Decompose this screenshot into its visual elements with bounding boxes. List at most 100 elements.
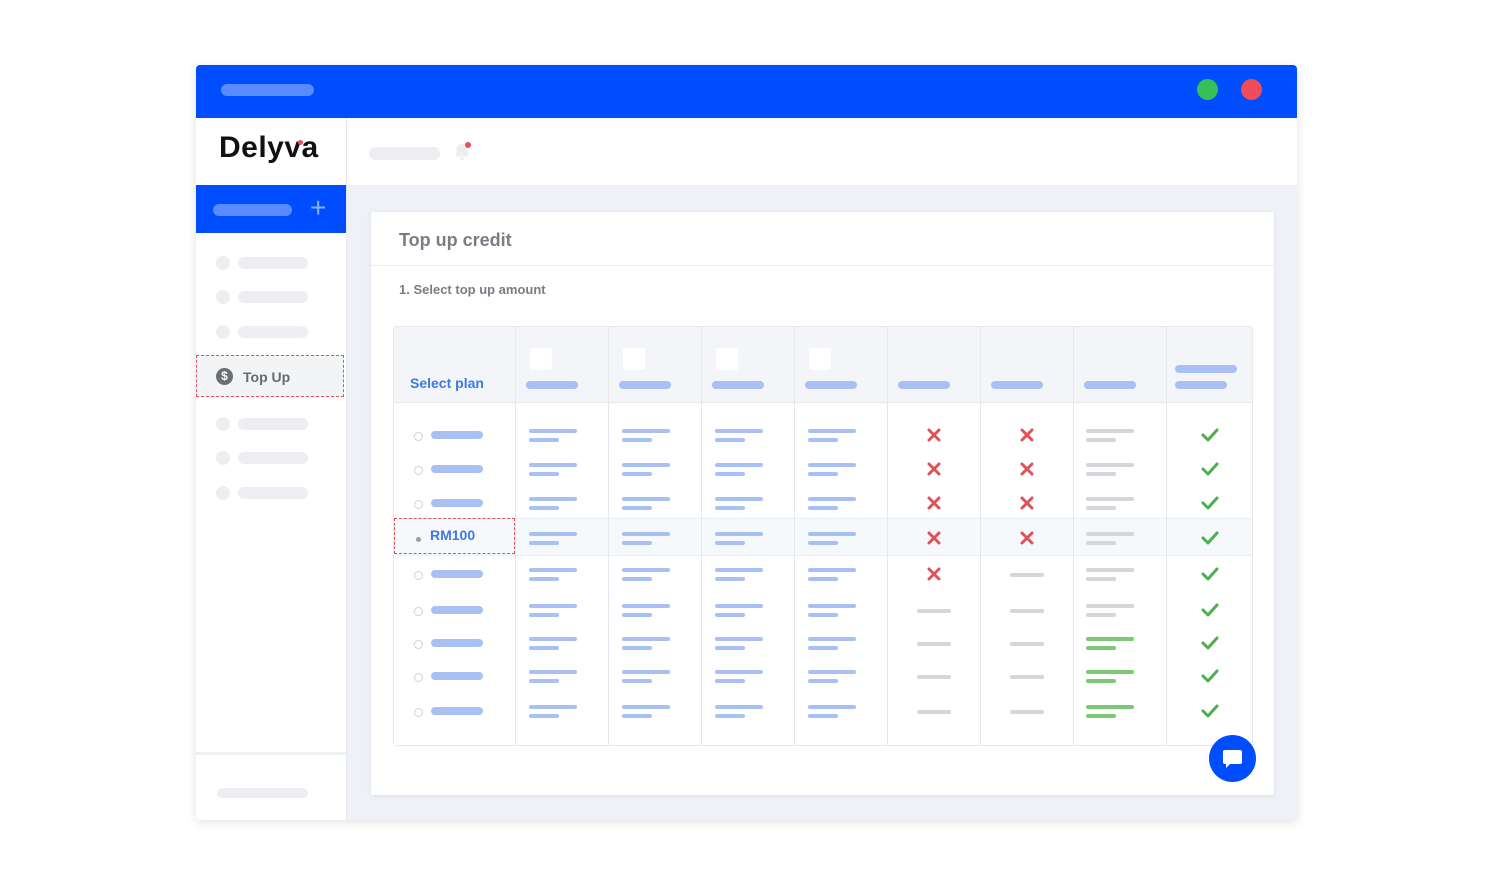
plan-radio [414,640,423,649]
plan-radio [414,673,423,682]
column-divider [980,327,981,745]
header-icon-placeholder [530,348,552,370]
cell-value-placeholder [1086,604,1134,608]
cell-value-placeholder [715,568,763,572]
cross-icon [927,567,940,581]
checkmark-icon [1201,462,1219,476]
column-divider [887,327,888,745]
cell-value-placeholder [529,679,559,683]
window-close-button[interactable] [1241,79,1262,100]
cell-value-placeholder [622,637,670,641]
dash-placeholder [916,642,951,646]
cell-value-placeholder [715,463,763,467]
cell-value-placeholder [715,604,763,608]
bell-icon[interactable] [451,141,473,163]
plus-icon: + [310,192,327,223]
header-label-placeholder [805,381,857,389]
cell-value-placeholder [1086,670,1134,674]
cross-icon [927,531,940,545]
cell-value-placeholder [1086,506,1116,510]
header-label-placeholder [991,381,1043,389]
cell-value-placeholder [715,497,763,501]
cell-value-placeholder [622,679,652,683]
cell-value-placeholder [622,541,652,545]
cell-value-placeholder [622,497,670,501]
plan-label-placeholder [431,606,483,614]
plan-label-placeholder [431,465,483,473]
cell-value-placeholder [715,577,745,581]
selected-plan-label[interactable]: RM100 [430,527,476,543]
cell-value-placeholder [622,714,652,718]
brand-logo[interactable]: Delyva [219,131,319,165]
cell-value-placeholder [808,568,856,572]
cell-value-placeholder [808,637,856,641]
nav-icon-placeholder [216,417,230,431]
sidebar-primary-button[interactable]: + [196,185,346,233]
cell-value-placeholder [622,705,670,709]
checkmark-icon [1201,603,1219,617]
dash-placeholder [1009,710,1044,714]
header-icon-placeholder [809,348,831,370]
app-window: Delyva + $ Top Up Top up credit [196,65,1297,820]
column-divider [608,327,609,745]
cell-value-placeholder [1086,532,1134,536]
cell-value-placeholder [622,670,670,674]
cell-value-placeholder [1086,568,1134,572]
dash-placeholder [1009,675,1044,679]
chat-bubble-tail [1226,763,1231,768]
cell-value-placeholder [622,646,652,650]
column-divider [1166,327,1167,745]
nav-label-placeholder [238,326,308,338]
header-label-placeholder [526,381,578,389]
dash-placeholder [1009,642,1044,646]
window-titlebar [196,65,1297,118]
cell-value-placeholder [529,577,559,581]
cell-value-placeholder [808,577,838,581]
nav-icon-placeholder [216,290,230,304]
column-divider [1073,327,1074,745]
nav-label-placeholder [238,487,308,499]
header-label-placeholder [1084,381,1136,389]
plan-radio-selected [416,537,421,542]
plan-label-placeholder [431,639,483,647]
column-divider [701,327,702,745]
header-label-placeholder [712,381,764,389]
sidebar-item-label: Top Up [243,369,291,385]
sidebar-item-top-up[interactable]: $ Top Up [196,355,344,397]
cell-value-placeholder [529,463,577,467]
select-plan-header: Select plan [410,375,484,391]
cell-value-placeholder [529,541,559,545]
top-header [347,118,1297,185]
cell-value-placeholder [529,532,577,536]
nav-label-placeholder [238,257,308,269]
cell-value-placeholder [529,705,577,709]
cross-icon [1020,531,1033,545]
cell-value-placeholder [1086,613,1116,617]
chat-button[interactable] [1209,735,1256,782]
cell-value-placeholder [808,472,838,476]
cell-value-placeholder [1086,463,1134,467]
main-content: Top up credit 1. Select top up amount Se… [347,185,1297,820]
cell-value-placeholder [622,429,670,433]
cell-value-placeholder [1086,438,1116,442]
cell-value-placeholder [808,613,838,617]
checkmark-icon [1201,428,1219,442]
cell-value-placeholder [715,637,763,641]
column-divider [794,327,795,745]
plan-radio [414,571,423,580]
cell-value-placeholder [715,714,745,718]
cell-value-placeholder [715,506,745,510]
cell-value-placeholder [808,679,838,683]
cell-value-placeholder [622,577,652,581]
cell-value-placeholder [529,472,559,476]
cell-value-placeholder [529,670,577,674]
nav-icon-placeholder [216,256,230,270]
plan-label-placeholder [431,431,483,439]
nav-icon-placeholder [216,486,230,500]
cell-value-placeholder [1086,497,1134,501]
window-maximize-button[interactable] [1197,79,1218,100]
plan-label-placeholder [431,499,483,507]
cross-icon [1020,462,1033,476]
cell-value-placeholder [715,541,745,545]
header-icon-placeholder [623,348,645,370]
